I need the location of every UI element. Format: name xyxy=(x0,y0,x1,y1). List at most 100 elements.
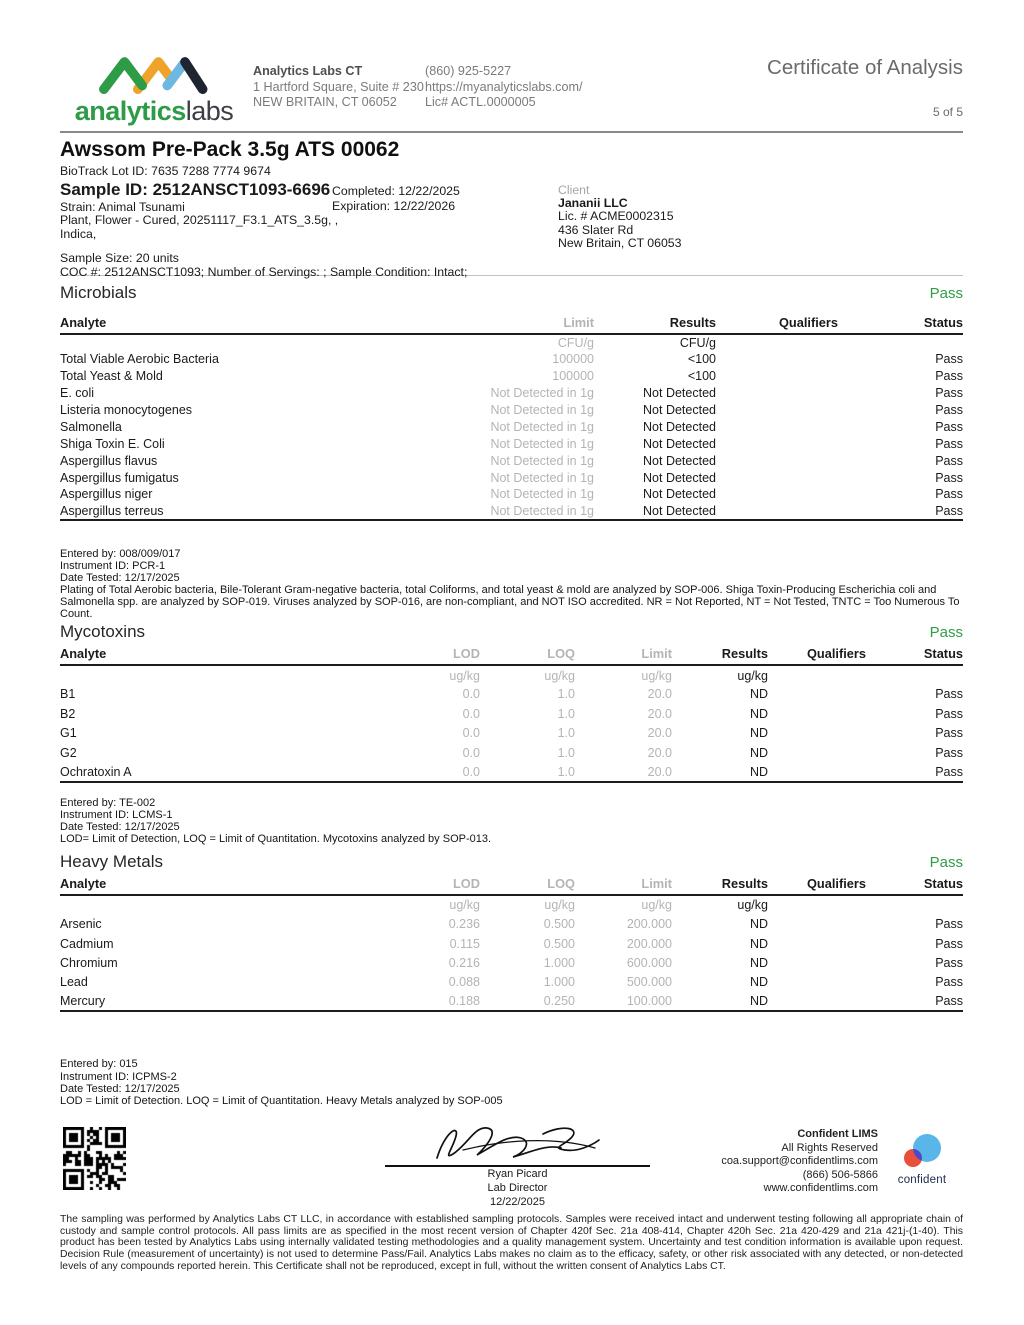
analyte-cell: Aspergillus terreus xyxy=(60,503,164,518)
matrix: Plant, Flower - Cured, 20251117_F3.1_ATS… xyxy=(60,213,339,227)
lod-cell: 0.088 xyxy=(448,975,480,990)
heavy-metals-table: Analyte LOD LOQ Limit Results Qualifiers… xyxy=(60,876,963,1013)
status-cell: Pass xyxy=(935,917,963,932)
qualifiers-cell xyxy=(716,486,838,503)
table-row: Total Viable Aerobic Bacteria 100000 <10… xyxy=(60,351,963,368)
analyte-cell: Listeria monocytogenes xyxy=(60,403,193,417)
qualifiers-cell xyxy=(768,973,866,992)
results-cell: ND xyxy=(749,936,768,951)
limit-cell: Not Detected in 1g xyxy=(490,503,594,518)
lab-address-block: Analytics Labs CT 1 Hartford Square, Sui… xyxy=(253,64,424,111)
results-cell: ND xyxy=(749,994,768,1009)
status-cell: Pass xyxy=(935,936,963,951)
analyte-cell: Arsenic xyxy=(60,917,102,932)
table-row: G2 0.0 1.0 20.0 ND Pass xyxy=(60,743,963,762)
results-cell: ND xyxy=(749,917,768,932)
col-lod: LOD xyxy=(390,876,480,897)
table-row: Cadmium 0.115 0.500 200.000 ND Pass xyxy=(60,934,963,953)
status-cell: Pass xyxy=(935,453,963,468)
microbials-table-body: Total Viable Aerobic Bacteria 100000 <10… xyxy=(60,351,963,520)
limit-cell: 100000 xyxy=(552,369,594,384)
mycotoxins-section-header: Mycotoxins Pass xyxy=(60,622,963,642)
heavy-metals-title: Heavy Metals xyxy=(60,852,163,872)
col-analyte: Analyte xyxy=(60,315,460,335)
sample-id: Sample ID: 2512ANSCT1093-6696 xyxy=(60,179,331,199)
heavy-metals-header-row: Analyte LOD LOQ Limit Results Qualifiers… xyxy=(60,876,963,897)
loq-cell: 1.0 xyxy=(557,706,575,721)
loq-cell: 1.0 xyxy=(557,726,575,741)
disclaimer-text: The sampling was performed by Analytics … xyxy=(60,1214,963,1272)
signature-icon xyxy=(435,1127,600,1159)
results-cell: Not Detected xyxy=(643,403,716,417)
analyte-cell: Aspergillus niger xyxy=(60,487,153,502)
heavy-metals-section-header: Heavy Metals Pass xyxy=(60,852,963,872)
qualifiers-cell xyxy=(768,934,866,953)
loq-cell: 1.000 xyxy=(543,955,575,970)
category: Indica, xyxy=(60,226,97,241)
qualifiers-cell xyxy=(716,418,838,435)
lod-cell: 0.216 xyxy=(448,955,480,970)
page-header: analyticslabs Analytics Labs CT 1 Hartfo… xyxy=(60,48,963,130)
table-row: Lead 0.088 1.000 500.000 ND Pass xyxy=(60,973,963,992)
limit-cell: Not Detected in 1g xyxy=(490,403,594,417)
confident-logo-text: confident xyxy=(897,1174,947,1186)
table-row: Total Yeast & Mold 100000 <100 Pass xyxy=(60,368,963,385)
limit-cell: 200.000 xyxy=(626,917,672,932)
col-loq: LOQ xyxy=(480,876,575,897)
results-units: CFU/g xyxy=(679,335,716,350)
lab-contact-block: (860) 925-5227 https://myanalyticslabs.c… xyxy=(425,64,582,111)
status-cell: Pass xyxy=(935,726,963,741)
table-row: Salmonella Not Detected in 1g Not Detect… xyxy=(60,418,963,435)
results-cell: Not Detected xyxy=(643,453,716,468)
microbials-table: Analyte Limit Results Qualifiers Status … xyxy=(60,315,963,521)
col-analyte: Analyte xyxy=(60,876,390,897)
expiration-date: Expiration: 12/22/2026 xyxy=(332,198,456,213)
lod-cell: 0.0 xyxy=(462,745,480,760)
loq-cell: 1.0 xyxy=(557,687,575,702)
microbials-status-badge: Pass xyxy=(929,285,963,302)
qualifiers-cell xyxy=(716,452,838,469)
table-row: Ochratoxin A 0.0 1.0 20.0 ND Pass xyxy=(60,762,963,781)
col-limit: Limit xyxy=(575,876,672,897)
loq-cell: 0.500 xyxy=(543,936,575,951)
col-lod: LOD xyxy=(390,646,480,667)
lab-address-line1: 1 Hartford Square, Suite # 230 xyxy=(253,79,424,94)
entered-by: Entered by: TE-002 xyxy=(60,796,156,809)
qualifiers-cell xyxy=(716,435,838,452)
table-row: B1 0.0 1.0 20.0 ND Pass xyxy=(60,685,963,704)
limit-cell: Not Detected in 1g xyxy=(490,453,594,468)
table-row: Aspergillus terreus Not Detected in 1g N… xyxy=(60,503,963,520)
sign-date: 12/22/2025 xyxy=(489,1195,546,1208)
lims-email: coa.support@confidentlims.com xyxy=(721,1155,878,1168)
client-name: Jananii LLC xyxy=(558,196,628,211)
mycotoxins-table: Analyte LOD LOQ Limit Results Qualifiers… xyxy=(60,646,963,783)
method-note: LOD = Limit of Detection. LOQ = Limit of… xyxy=(60,1094,503,1107)
table-row: E. coli Not Detected in 1g Not Detected … xyxy=(60,385,963,402)
signature-block: Ryan Picard Lab Director 12/22/2025 xyxy=(385,1122,650,1208)
col-status: Status xyxy=(866,646,963,667)
analyte-cell: Mercury xyxy=(60,994,106,1009)
results-cell: ND xyxy=(749,687,768,702)
results-cell: ND xyxy=(749,955,768,970)
entered-by: Entered by: 008/009/017 xyxy=(60,547,181,560)
instrument-id: Instrument ID: LCMS-1 xyxy=(60,808,173,821)
heavy-metals-status-badge: Pass xyxy=(929,854,963,872)
limit-cell: 100000 xyxy=(552,352,594,367)
mycotoxins-table-body: B1 0.0 1.0 20.0 ND Pass B2 0.0 1.0 20.0 … xyxy=(60,685,963,782)
col-limit: Limit xyxy=(460,315,594,335)
table-row: Chromium 0.216 1.000 600.000 ND Pass xyxy=(60,953,963,972)
limit-cell: 20.0 xyxy=(647,745,672,760)
client-license: Lic. # ACME0002315 xyxy=(558,209,674,224)
results-cell: <100 xyxy=(687,369,716,384)
results-cell: ND xyxy=(749,745,768,760)
analyte-cell: Ochratoxin A xyxy=(60,764,132,779)
loq-cell: 0.500 xyxy=(543,917,575,932)
status-cell: Pass xyxy=(935,436,963,451)
lims-rights: All Rights Reserved xyxy=(781,1141,878,1154)
col-limit: Limit xyxy=(575,646,672,667)
results-units: ug/kg xyxy=(737,898,768,913)
loq-units: ug/kg xyxy=(544,898,575,913)
header-divider xyxy=(60,131,963,133)
logo-wordmark: analyticslabs xyxy=(66,96,242,127)
header-right: Certificate of Analysis 5 of 5 xyxy=(767,56,963,119)
